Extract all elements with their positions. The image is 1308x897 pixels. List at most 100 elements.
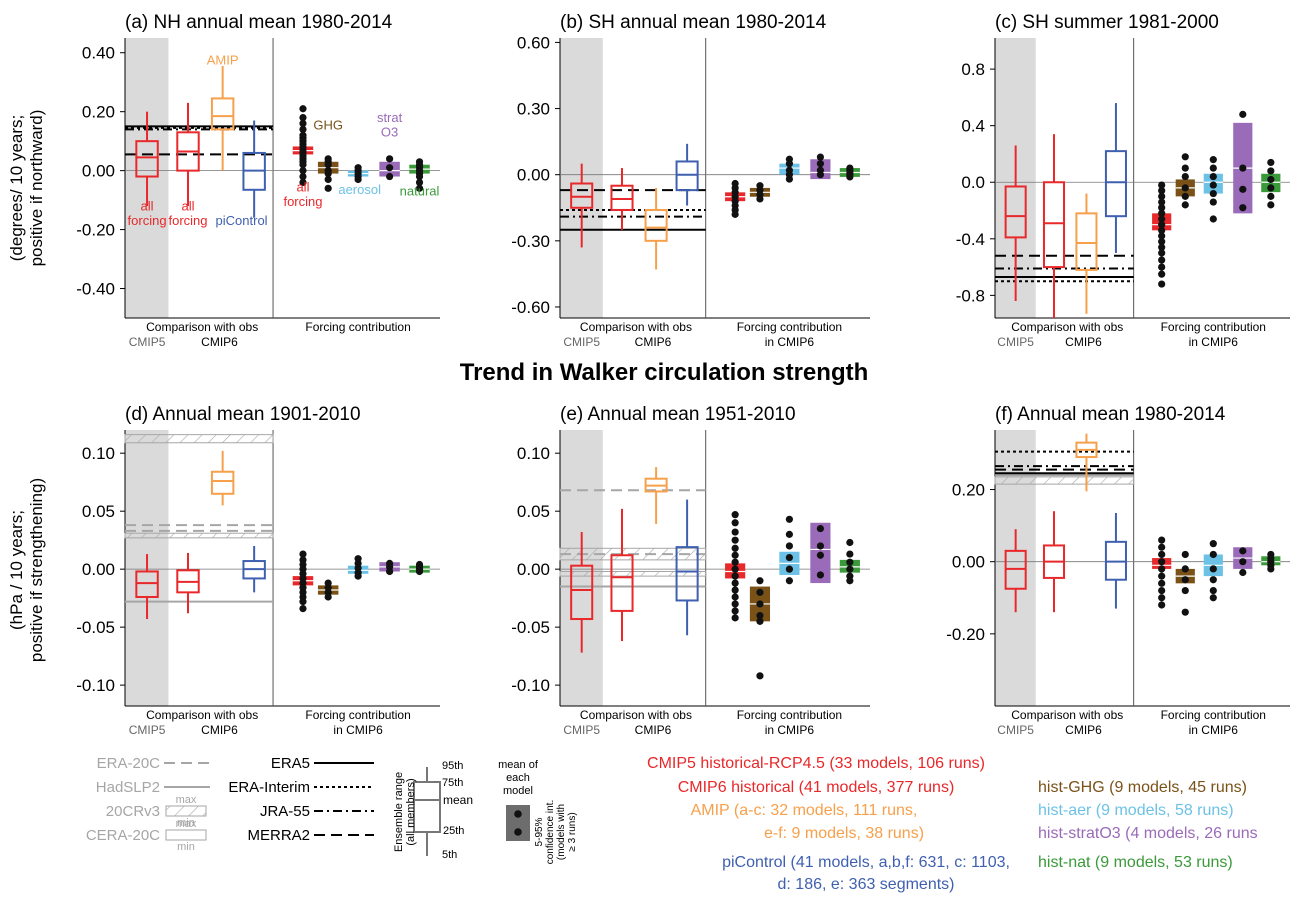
model-mean-dot <box>324 184 332 192</box>
y-tick-label: -0.40 <box>76 280 115 299</box>
group-label-cmip6: CMIP6 <box>201 335 238 349</box>
box-amip <box>644 187 668 270</box>
model-mean-dot <box>816 171 825 179</box>
legend-series-strato3: hist-stratO3 (4 models, 26 runs <box>1038 825 1258 842</box>
model-mean-dot <box>1239 204 1247 212</box>
box-cmip6 <box>176 102 200 206</box>
y-tick-label: 0.00 <box>82 560 115 579</box>
model-mean-dot <box>1158 232 1166 240</box>
model-mean-dot <box>756 588 764 596</box>
model-mean-dot <box>1209 172 1217 181</box>
y-axis-label-top-line-1: (degrees/ 10 years; <box>7 115 26 261</box>
model-mean-dot <box>1181 153 1189 161</box>
model-mean-dot <box>846 577 854 585</box>
legend-recon-label: CERA-20C <box>86 827 160 844</box>
model-mean-dot <box>1158 270 1166 278</box>
y-tick-label: 0.30 <box>517 100 550 119</box>
legend-obs-1: ERA-Interim <box>228 779 374 796</box>
legend-dot-2 <box>514 828 522 836</box>
model-mean-dot <box>731 614 739 622</box>
legend-dot-side: 5-95% confidence int. (models with ≥ 3 runs… <box>534 800 578 865</box>
model-mean-dot <box>1181 565 1189 573</box>
model-mean-dot <box>1239 110 1247 118</box>
model-mean-dot <box>731 511 739 519</box>
y-tick-label: -0.4 <box>956 230 985 249</box>
model-mean-dot <box>354 175 362 184</box>
forcing-strato3 <box>810 153 831 180</box>
forcing-strato3 <box>1233 547 1253 577</box>
model-mean-dot <box>785 530 794 538</box>
model-mean-dot <box>415 567 424 576</box>
group-label-cmip6: CMIP6 <box>635 723 672 737</box>
legend: ERA-20CHadSLP220CRv3maxminCERA-20Cmaxmin… <box>86 755 1258 893</box>
model-mean-dot <box>816 571 825 579</box>
model-mean-dot <box>1181 576 1189 584</box>
panel-c: (c) SH summer 1981-2000 -0.8 -0.4 0.0 0.4 0.8… <box>956 12 1290 349</box>
legend-p25: 25th <box>443 825 464 837</box>
model-mean-dot <box>846 538 854 547</box>
model-mean-dot <box>785 175 794 183</box>
group-label-in-cmip6: in CMIP6 <box>765 723 815 737</box>
model-mean-dot <box>1158 198 1166 206</box>
model-mean-dot <box>731 558 739 566</box>
model-mean-dot <box>1209 198 1217 206</box>
forcing-all <box>292 105 314 187</box>
y-tick-label: 0.10 <box>82 444 115 463</box>
model-mean-dot <box>816 524 825 533</box>
model-mean-dot <box>299 161 307 169</box>
model-mean-dot <box>731 572 739 580</box>
model-mean-dot <box>299 105 307 113</box>
model-mean-dot <box>1158 550 1166 559</box>
annotation-ghg: GHG <box>313 117 343 132</box>
model-mean-dot <box>731 593 739 601</box>
annotation-strato3: O3 <box>381 125 398 140</box>
y-tick-label: -0.20 <box>946 625 985 644</box>
group-label-cmip5: CMIP5 <box>129 723 166 737</box>
panel-title: (d) Annual mean 1901-2010 <box>125 404 361 425</box>
forcing-aer <box>347 555 369 580</box>
forcing-all <box>725 511 746 622</box>
model-mean-dot <box>756 617 764 625</box>
forcing-nat <box>839 538 860 585</box>
box-amip <box>210 450 235 506</box>
panel-b: (b) SH annual mean 1980-2014 -0.60 -0.30 0.… <box>511 12 870 349</box>
model-mean-dot <box>816 551 825 559</box>
model-mean-dot <box>731 544 739 552</box>
legend-box-side-2: (all members) <box>405 778 417 845</box>
model-mean-dot <box>1181 172 1189 181</box>
box-cmip6 <box>1042 134 1066 318</box>
model-mean-dot <box>731 579 739 587</box>
model-mean-dot <box>1158 221 1166 229</box>
box-cmip6 <box>1042 511 1066 613</box>
y-axis-label-top: (degrees/ 10 years; positive if northwar… <box>7 110 46 267</box>
y-tick-label: 0.60 <box>517 33 550 52</box>
group-label-cmip5: CMIP5 <box>563 723 600 737</box>
box-picontrol <box>242 120 266 218</box>
legend-series-text: hist-nat (9 models, 53 runs) <box>1038 854 1233 871</box>
reconstruction-range <box>994 476 1135 485</box>
y-axis-label-bottom: (hPa / 10 years; positive if strengtheni… <box>7 478 46 662</box>
forcing-strato3 <box>379 559 400 576</box>
group-label-comparison: Comparison with obs <box>146 708 258 722</box>
model-mean-dot <box>1158 209 1166 217</box>
model-mean-dot <box>731 528 739 536</box>
model-mean-dot <box>324 175 332 184</box>
model-mean-dot <box>785 515 794 523</box>
y-tick-label: -0.8 <box>956 286 985 305</box>
legend-series-picontrol: piControl (41 models, a,b,f: 631, c: 110… <box>722 854 1010 893</box>
iqr-box <box>1104 150 1127 218</box>
model-mean-dot <box>1158 249 1166 257</box>
forcing-ghg <box>1175 550 1195 616</box>
legend-series-text: hist-aer (9 models, 58 runs) <box>1038 802 1234 819</box>
annotation-cmip6: all <box>181 198 194 213</box>
annotation-amip: AMIP <box>207 53 239 68</box>
group-label-cmip5: CMIP5 <box>997 723 1034 737</box>
model-mean-dot <box>731 586 739 594</box>
model-mean-dot <box>1158 226 1166 234</box>
panel-title: (f) Annual mean 1980-2014 <box>995 404 1226 425</box>
group-label-in-cmip6: in CMIP6 <box>333 723 383 737</box>
group-label-cmip6: CMIP6 <box>1065 723 1102 737</box>
model-mean-dot <box>1267 201 1275 209</box>
